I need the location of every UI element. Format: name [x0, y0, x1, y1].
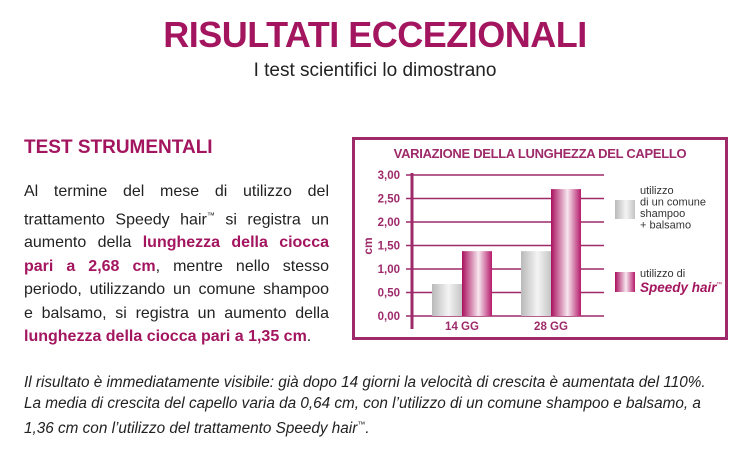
y-tick-label: 0,00 — [378, 311, 400, 323]
bar-shampoo — [521, 251, 551, 316]
y-tick-label: 2,00 — [378, 217, 400, 229]
legend-label-shampoo: utilizzo — [640, 185, 674, 197]
page-subtitle: I test scientifici lo dimostrano — [253, 60, 497, 81]
legend-brand-speedy-hair: Speedy hair — [640, 280, 717, 295]
y-axis-label: cm — [361, 237, 375, 254]
trademark: ™ — [206, 210, 215, 220]
bar-shampoo — [432, 284, 462, 316]
trademark: ™ — [357, 420, 366, 429]
chart-axis: 0,00 0,50 1,00 1,50 2,00 2,50 3,00 cm 14 GG 28 GG — [361, 170, 568, 333]
y-tick-label: 3,00 — [378, 170, 400, 182]
trademark: ™ — [716, 281, 722, 288]
bar-speedy-hair — [551, 189, 581, 316]
highlight-speedy-result: lunghezza della ciocca pari a 2,68 cm — [24, 234, 329, 275]
legend-label-shampoo: + balsamo — [640, 220, 691, 232]
section-paragraph: Al termine del mese di utilizzo del trat… — [24, 180, 329, 349]
paragraph-text: si registra un aumento della — [24, 210, 329, 252]
legend-label-speedy-hair: utilizzo di — [640, 268, 685, 280]
footer-note: Il risultato è immediatamente visibile: … — [24, 372, 724, 439]
chart-frame: VARIAZIONE DELLA LUNGHEZZA DEL CAPELLO — [352, 137, 728, 340]
x-tick-label: 28 GG — [534, 321, 568, 333]
paragraph-text: . — [306, 328, 312, 346]
highlight-shampoo-result: lunghezza della ciocca pari a 1,35 cm — [24, 328, 307, 346]
y-tick-label: 1,00 — [378, 264, 400, 276]
footer-end: . — [365, 420, 370, 438]
footer-text: Il risultato è immediatamente visibile: … — [24, 374, 706, 438]
chart-title: VARIAZIONE DELLA LUNGHEZZA DEL CAPELLO — [393, 146, 687, 161]
x-tick-label: 14 GG — [445, 321, 479, 333]
chart-bars — [432, 189, 581, 316]
page-title: RISULTATI ECCEZIONALI — [163, 14, 587, 55]
y-tick-label: 0,50 — [378, 288, 400, 300]
legend-swatch-speedy-hair — [615, 272, 635, 292]
y-tick-label: 2,50 — [378, 194, 400, 206]
legend-label-shampoo: shampoo — [640, 208, 685, 220]
section-title: TEST STRUMENTALI — [24, 137, 213, 158]
y-tick-label: 1,50 — [378, 241, 400, 253]
legend-label-shampoo: di un comune — [640, 197, 706, 209]
legend-swatch-shampoo — [615, 200, 635, 219]
paragraph-text: Al termine del mese di utilizzo del trat… — [24, 183, 329, 228]
bar-speedy-hair — [462, 251, 492, 316]
paragraph-text: , mentre nello stesso periodo, utilizzan… — [24, 257, 330, 322]
